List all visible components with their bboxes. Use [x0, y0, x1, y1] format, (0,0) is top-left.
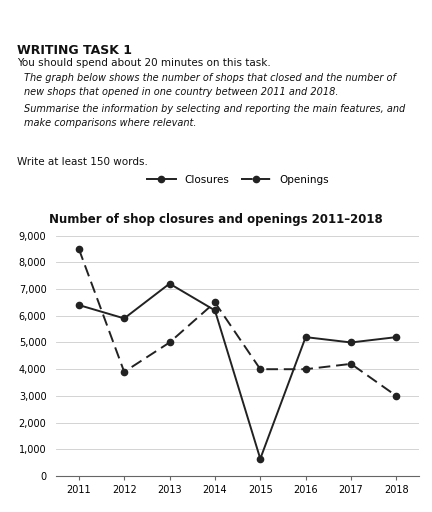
- Text: The graph below shows the number of shops that closed and the number of
new shop: The graph below shows the number of shop…: [24, 73, 396, 97]
- Text: WRITING TASK 1: WRITING TASK 1: [17, 44, 132, 56]
- Text: Write at least 150 words.: Write at least 150 words.: [17, 157, 148, 167]
- Text: WRITING: WRITING: [185, 12, 247, 25]
- Text: Number of shop closures and openings 2011–2018: Number of shop closures and openings 201…: [49, 214, 383, 226]
- Text: Summarise the information by selecting and reporting the main features, and
make: Summarise the information by selecting a…: [24, 104, 405, 129]
- Legend: Closures, Openings: Closures, Openings: [143, 170, 333, 189]
- Text: You should spend about 20 minutes on this task.: You should spend about 20 minutes on thi…: [17, 58, 271, 69]
